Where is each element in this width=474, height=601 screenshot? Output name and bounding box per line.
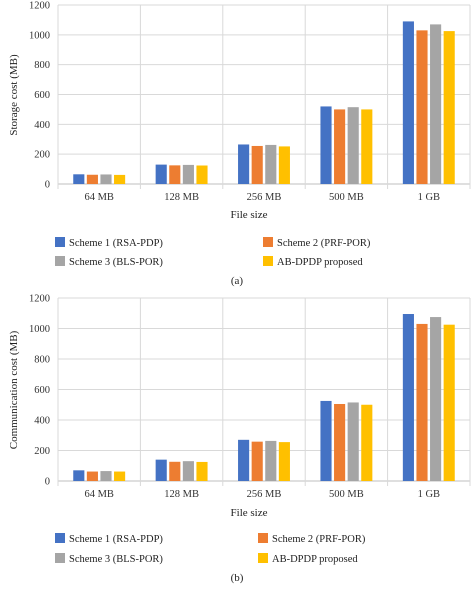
chart-a-bar-series4-3 <box>278 146 290 184</box>
chart-a-gridlines <box>57 4 471 189</box>
chart-a-bar-series1-1 <box>73 174 85 184</box>
chart-b-y-tick-label: 0 <box>45 477 50 488</box>
chart-b-bar-series1-2 <box>155 459 167 481</box>
chart-a-bar-series4-5 <box>443 31 455 184</box>
chart-a-bar-series3-1 <box>100 174 112 184</box>
chart-b-bar-series2-2 <box>169 461 181 481</box>
chart-b-bar-series1-4 <box>320 400 332 481</box>
chart-b-bar-series3-1 <box>100 471 112 481</box>
chart-b-bar-series3-2 <box>182 461 194 481</box>
chart-b-legend-label-2: Scheme 2 (PRF-POR) <box>272 534 366 545</box>
chart-a-legend-swatch-3 <box>55 256 65 266</box>
chart-a-legend-swatch-4 <box>263 256 273 266</box>
chart-b-bar-series4-3 <box>278 442 290 481</box>
chart-a-bar-series2-5 <box>416 30 428 184</box>
chart-a-bar-series4-4 <box>361 109 373 184</box>
chart-a-y-tick-label: 1000 <box>29 30 50 41</box>
chart-b-bar-series2-3 <box>251 441 263 481</box>
chart-a-bar-series4-2 <box>196 165 208 184</box>
chart-b-bar-series3-3 <box>265 440 277 481</box>
chart-a-y-tick-label: 0 <box>45 180 50 191</box>
chart-a-bar-series3-4 <box>347 107 359 184</box>
chart-b-x-tick-label: 128 MB <box>164 489 199 500</box>
chart-b: 0 200 400 600 800 1000 1200 64 MB 128 MB 256 MB 5… <box>8 294 471 584</box>
chart-a-bar-series2-1 <box>86 174 98 184</box>
chart-a-x-tick-label: 64 MB <box>84 192 113 203</box>
chart-a-y-tick-label: 600 <box>34 90 50 101</box>
chart-a-bar-series3-5 <box>430 24 442 185</box>
chart-a-bar-series1-2 <box>155 164 167 184</box>
chart-b-y-tick-label: 800 <box>34 355 50 366</box>
chart-a-bar-series2-2 <box>169 165 181 184</box>
chart-a-y-tick-label: 800 <box>34 60 50 71</box>
chart-b-gridlines <box>57 297 471 486</box>
chart-b-legend-swatch-4 <box>258 553 268 563</box>
chart-a-y-tick-label: 1200 <box>29 1 50 12</box>
chart-a-x-tick-label: 256 MB <box>247 192 282 203</box>
chart-b-bar-series3-4 <box>347 402 359 481</box>
chart-a-bar-series4-1 <box>114 174 126 184</box>
chart-b-y-tick-label: 400 <box>34 416 50 427</box>
chart-b-bar-series2-1 <box>86 471 98 481</box>
chart-a-legend-label-1: Scheme 1 (RSA-PDP) <box>69 238 163 249</box>
chart-b-legend-label-1: Scheme 1 (RSA-PDP) <box>69 534 163 545</box>
chart-a-legend: Scheme 1 (RSA-PDP) Scheme 2 (PRF-POR) Sc… <box>55 237 371 268</box>
chart-a-y-tick-label: 400 <box>34 120 50 131</box>
chart-b-legend-label-4: AB-DPDP proposed <box>272 554 358 565</box>
chart-b-y-tick-label: 200 <box>34 446 50 457</box>
chart-a-y-axis-title: Storage cost (MB) <box>8 54 20 136</box>
chart-a-x-tick-label: 500 MB <box>329 192 364 203</box>
chart-b-bar-series1-5 <box>402 314 414 481</box>
chart-b-legend-swatch-3 <box>55 553 65 563</box>
chart-b-y-ticks: 0 200 400 600 800 1000 1200 <box>29 294 50 488</box>
chart-b-x-tick-label: 64 MB <box>84 489 113 500</box>
chart-b-legend: Scheme 1 (RSA-PDP) Scheme 2 (PRF-POR) Sc… <box>55 533 366 565</box>
chart-b-bar-series4-2 <box>196 461 208 481</box>
chart-b-legend-swatch-2 <box>258 533 268 543</box>
chart-a-bars <box>73 21 455 185</box>
chart-a-bar-series3-2 <box>182 164 194 184</box>
chart-a-bar-series1-3 <box>238 144 250 184</box>
chart-b-x-axis-title: File size <box>231 507 268 519</box>
chart-b-bar-series1-3 <box>238 439 250 481</box>
chart-b-caption: (b) <box>231 572 244 584</box>
chart-a-x-axis-title: File size <box>231 209 268 221</box>
chart-b-bar-series2-4 <box>334 403 346 481</box>
chart-a-bar-series1-5 <box>402 21 414 185</box>
chart-b-bar-series4-1 <box>114 471 126 481</box>
chart-a-legend-label-4: AB-DPDP proposed <box>277 257 363 268</box>
chart-b-bar-series1-1 <box>73 470 85 481</box>
chart-b-bar-series3-5 <box>430 317 442 481</box>
chart-a-legend-swatch-2 <box>263 237 273 247</box>
chart-b-y-tick-label: 600 <box>34 385 50 396</box>
chart-a-x-tick-label: 128 MB <box>164 192 199 203</box>
chart-a-bar-series2-4 <box>334 109 346 184</box>
chart-b-y-axis-title: Communication cost (MB) <box>8 330 20 449</box>
chart-b-bar-series4-4 <box>361 404 373 481</box>
chart-b-legend-label-3: Scheme 3 (BLS-POR) <box>69 554 163 565</box>
chart-b-bars <box>73 314 455 481</box>
chart-a-x-tick-label: 1 GB <box>418 192 440 203</box>
chart-a-legend-label-2: Scheme 2 (PRF-POR) <box>277 238 371 249</box>
chart-b-legend-swatch-1 <box>55 533 65 543</box>
chart-b-x-tick-label: 1 GB <box>418 489 440 500</box>
chart-a: 0 200 400 600 800 1000 1200 64 MB 128 MB 256 MB 5… <box>8 1 471 287</box>
chart-b-bar-series2-5 <box>416 323 428 481</box>
chart-a-y-tick-label: 200 <box>34 150 50 161</box>
chart-a-y-ticks: 0 200 400 600 800 1000 1200 <box>29 1 50 191</box>
chart-b-x-tick-label: 256 MB <box>247 489 282 500</box>
chart-a-legend-label-3: Scheme 3 (BLS-POR) <box>69 257 163 268</box>
chart-b-y-tick-label: 1200 <box>29 294 50 305</box>
chart-a-legend-swatch-1 <box>55 237 65 247</box>
chart-b-bar-series4-5 <box>443 324 455 481</box>
chart-b-x-ticks: 64 MB 128 MB 256 MB 500 MB 1 GB <box>84 489 440 500</box>
chart-a-x-ticks: 64 MB 128 MB 256 MB 500 MB 1 GB <box>84 192 440 203</box>
chart-a-bar-series2-3 <box>251 145 263 184</box>
chart-a-caption: (a) <box>231 275 244 287</box>
chart-b-y-tick-label: 1000 <box>29 324 50 335</box>
chart-b-x-tick-label: 500 MB <box>329 489 364 500</box>
chart-a-bar-series1-4 <box>320 106 332 184</box>
chart-a-bar-series3-3 <box>265 144 277 184</box>
